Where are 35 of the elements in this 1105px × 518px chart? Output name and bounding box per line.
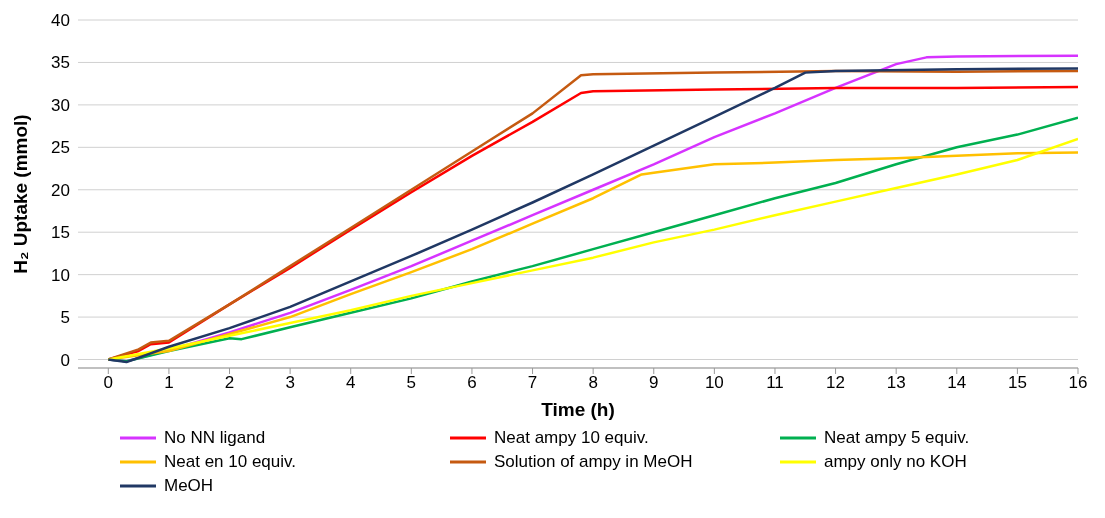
- x-tick-label: 4: [345, 373, 356, 393]
- x-tick-label: 13: [886, 373, 906, 393]
- y-tick-label: 5: [60, 308, 70, 328]
- legend-label: Solution of ampy in MeOH: [494, 452, 693, 472]
- x-tick-label: 6: [467, 373, 477, 393]
- x-tick-label: 7: [527, 373, 538, 393]
- x-tick-label: 15: [1007, 373, 1027, 393]
- y-tick-label: 30: [51, 95, 70, 115]
- legend-label: Neat ampy 5 equiv.: [824, 428, 970, 448]
- x-tick-label: 14: [947, 373, 967, 393]
- x-tick-label: 12: [826, 373, 846, 393]
- y-tick-label: 25: [51, 138, 70, 158]
- legend-label: ampy only no KOH: [824, 452, 967, 472]
- y-tick-label: 20: [51, 180, 70, 200]
- x-tick-label: 11: [766, 373, 784, 393]
- y-axis-title: H₂ Uptake (mmol): [9, 114, 31, 274]
- legend-label: No NN ligand: [164, 428, 266, 448]
- legend-label: MeOH: [164, 476, 214, 496]
- y-tick-label: 35: [51, 53, 70, 73]
- x-axis-title: Time (h): [541, 399, 615, 420]
- x-tick-label: 8: [588, 373, 598, 393]
- x-tick-label: 16: [1068, 373, 1088, 393]
- legend-label: Neat ampy 10 equiv.: [494, 428, 649, 448]
- y-tick-label: 15: [51, 223, 70, 243]
- x-tick-label: 10: [704, 373, 724, 393]
- y-tick-label: 0: [60, 350, 70, 370]
- x-tick-label: 9: [649, 373, 659, 393]
- x-tick-label: 0: [103, 373, 114, 393]
- x-tick-label: 3: [285, 373, 295, 393]
- legend-label: Neat en 10 equiv.: [164, 452, 296, 472]
- x-tick-label: 1: [164, 373, 174, 393]
- y-tick-label: 40: [51, 11, 70, 31]
- x-tick-label: 2: [224, 373, 235, 393]
- x-tick-label: 5: [406, 373, 417, 393]
- y-tick-label: 10: [51, 265, 70, 285]
